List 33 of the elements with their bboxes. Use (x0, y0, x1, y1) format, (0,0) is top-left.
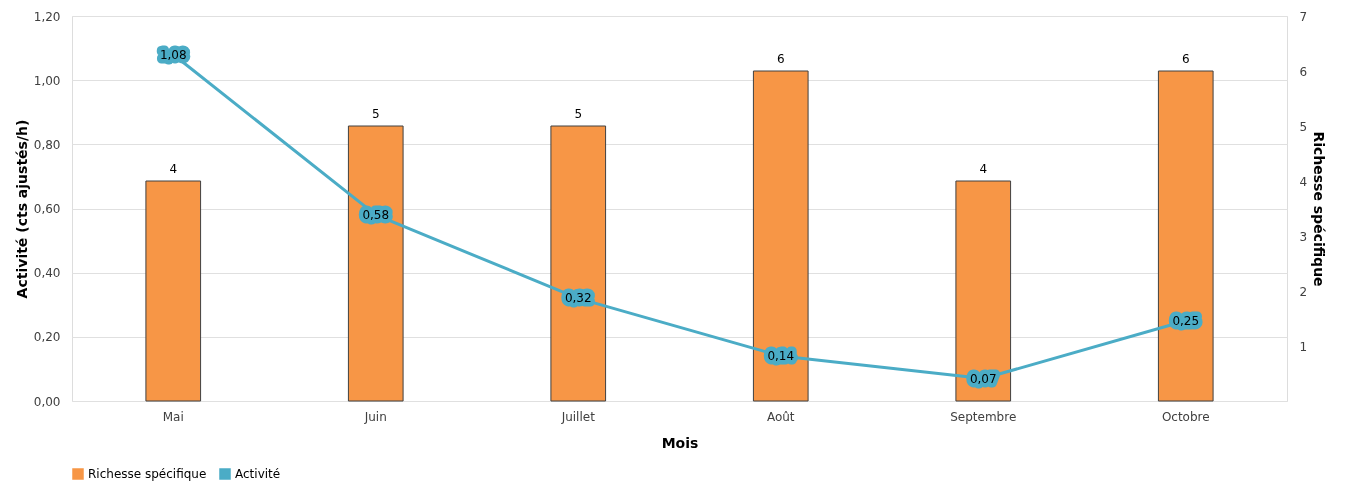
y2-tick-label: 7 (1299, 9, 1308, 24)
y-tick-label: 0,40 (33, 266, 61, 281)
y2-tick-label: 2 (1299, 284, 1308, 299)
data-label: 4 (169, 162, 178, 176)
data-label: 1,08 (159, 47, 187, 62)
y2-axis-title: Richesse spécifique (1311, 131, 1328, 287)
y2-tick-label: 1 (1299, 339, 1308, 354)
y-tick-label: 1,00 (33, 73, 61, 88)
y2-tick-label: 3 (1299, 229, 1308, 244)
y2-tick-label: 4 (1299, 174, 1308, 189)
x-tick-label: Septembre (950, 409, 1017, 424)
y-tick-label: 0,20 (33, 330, 61, 345)
legend-label: Richesse spécifique (88, 467, 207, 481)
data-label: 4 (979, 162, 988, 176)
x-tick-label: Octobre (1161, 409, 1210, 424)
data-label: 6 (1181, 52, 1190, 66)
data-label: 0,25 (1172, 313, 1200, 328)
y-tick-label: 0,80 (33, 137, 61, 152)
data-label: 5 (371, 107, 380, 121)
data-label: 6 (776, 52, 785, 66)
data-label: 5 (574, 107, 583, 121)
x-tick-label: Juillet (560, 409, 596, 424)
x-tick-label: Août (766, 409, 795, 424)
y-tick-label: 1,20 (33, 9, 61, 24)
y-tick-label: 0,60 (33, 202, 61, 216)
y2-tick-label: 5 (1299, 119, 1308, 134)
legend-label: Activité (235, 467, 281, 481)
x-tick-label: Mai (162, 409, 184, 424)
y-axis-title: Activité (cts ajustés/h) (13, 119, 30, 299)
x-tick-label: Juin (363, 409, 387, 424)
y-tick-label: 0,00 (33, 394, 61, 409)
y2-tick-label: 6 (1299, 64, 1308, 79)
x-axis-title: Mois (661, 434, 699, 451)
